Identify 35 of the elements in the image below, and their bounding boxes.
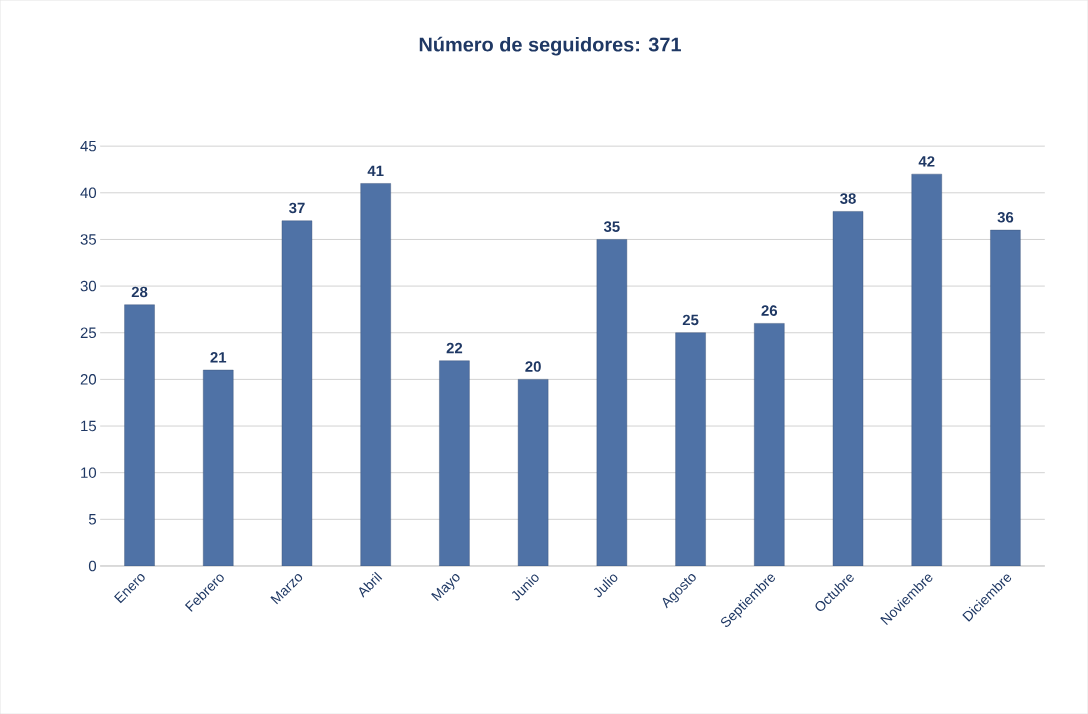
bar (754, 323, 785, 566)
data-label: 35 (603, 221, 620, 232)
bar (596, 239, 628, 566)
y-tick-label: 25 (80, 327, 97, 338)
y-tick-label: 30 (80, 280, 97, 292)
chart-title: Número de seguidores: 371 (419, 36, 681, 56)
bar (124, 304, 155, 566)
data-label: 26 (761, 305, 778, 316)
y-tick-label: 5 (88, 514, 97, 525)
data-label: 37 (289, 202, 305, 214)
data-label: 42 (918, 156, 935, 167)
y-tick-label: 20 (80, 374, 97, 385)
bar (439, 360, 470, 566)
data-label: 41 (367, 165, 384, 176)
bar (832, 211, 864, 566)
bar (281, 220, 313, 566)
data-label: 36 (997, 211, 1014, 223)
y-tick-label: 45 (80, 140, 97, 152)
y-tick-label: 0 (88, 560, 97, 572)
y-tick-label: 10 (81, 467, 97, 478)
bar (990, 229, 1021, 566)
y-tick-label: 15 (81, 420, 97, 432)
bar (360, 183, 391, 566)
data-label: 20 (525, 361, 541, 372)
bar (517, 379, 549, 566)
data-label: 25 (682, 314, 699, 326)
y-tick-label: 40 (80, 187, 97, 199)
data-label: 22 (446, 342, 463, 354)
data-label: 21 (210, 352, 227, 363)
bar (675, 332, 706, 566)
bar (911, 173, 942, 566)
y-tick-label: 35 (80, 234, 97, 245)
data-label: 28 (131, 286, 148, 298)
data-label: 38 (840, 193, 856, 204)
bar (203, 369, 234, 566)
